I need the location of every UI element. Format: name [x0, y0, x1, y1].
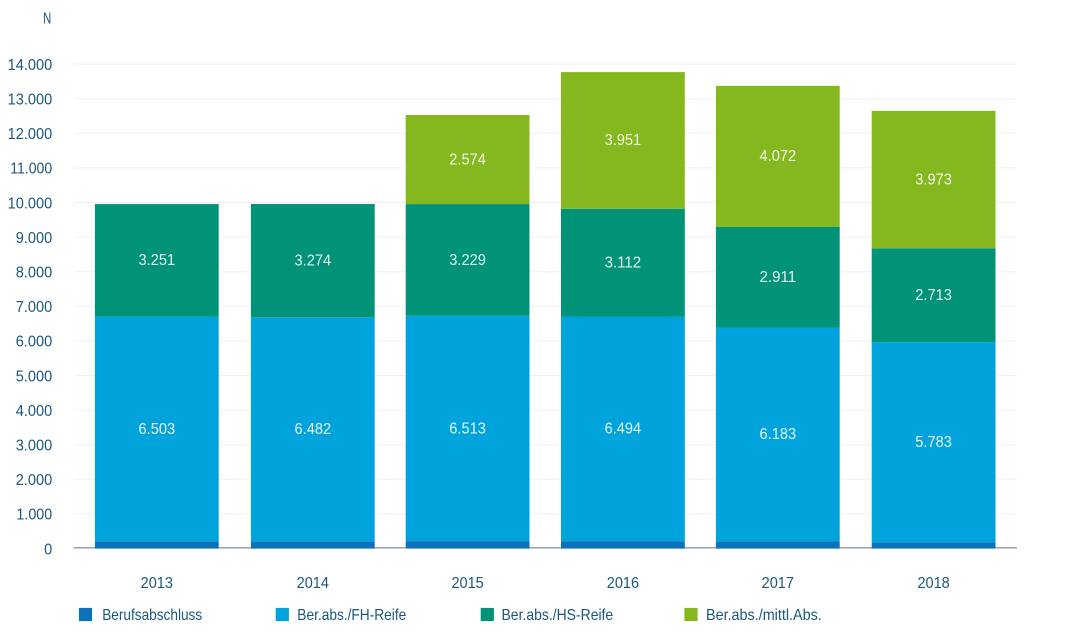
svg-text:5.000: 5.000: [16, 368, 53, 385]
svg-text:6.482: 6.482: [295, 421, 332, 438]
svg-text:3.973: 3.973: [915, 171, 952, 188]
svg-text:Ber.abs./mittl.Abs.: Ber.abs./mittl.Abs.: [706, 607, 822, 624]
svg-text:N: N: [43, 11, 51, 28]
svg-text:2017: 2017: [762, 575, 794, 592]
svg-text:3.251: 3.251: [139, 252, 176, 269]
svg-text:2.574: 2.574: [449, 151, 486, 168]
svg-text:0: 0: [44, 541, 52, 558]
svg-text:2018: 2018: [917, 575, 949, 592]
svg-text:3.274: 3.274: [295, 252, 332, 269]
svg-text:3.229: 3.229: [449, 252, 486, 269]
svg-text:3.112: 3.112: [605, 254, 642, 271]
svg-text:4.072: 4.072: [760, 148, 797, 165]
svg-text:5.783: 5.783: [915, 434, 952, 451]
svg-text:2.000: 2.000: [16, 472, 53, 489]
svg-text:10.000: 10.000: [8, 195, 53, 212]
svg-text:8.000: 8.000: [16, 265, 53, 282]
svg-text:6.503: 6.503: [139, 421, 176, 438]
svg-text:6.000: 6.000: [16, 334, 53, 351]
svg-text:6.183: 6.183: [760, 426, 797, 443]
svg-text:11.000: 11.000: [10, 161, 52, 178]
svg-text:2013: 2013: [141, 575, 173, 592]
svg-text:13.000: 13.000: [8, 92, 53, 109]
svg-text:Ber.abs./FH-Reife: Ber.abs./FH-Reife: [297, 607, 406, 624]
svg-text:6.494: 6.494: [605, 421, 642, 438]
svg-text:2015: 2015: [451, 575, 483, 592]
svg-text:9.000: 9.000: [16, 230, 53, 247]
svg-text:Ber.abs./HS-Reife: Ber.abs./HS-Reife: [502, 607, 614, 624]
svg-text:4.000: 4.000: [16, 403, 53, 420]
svg-text:Berufsabschluss: Berufsabschluss: [102, 607, 202, 624]
svg-text:2.911: 2.911: [760, 269, 797, 286]
svg-text:2014: 2014: [297, 575, 329, 592]
svg-text:6.513: 6.513: [449, 420, 486, 437]
svg-text:12.000: 12.000: [8, 126, 53, 143]
svg-text:3.951: 3.951: [605, 132, 642, 149]
svg-text:1.000: 1.000: [16, 507, 52, 524]
svg-text:2.713: 2.713: [915, 287, 952, 304]
svg-text:2016: 2016: [607, 575, 639, 592]
svg-text:7.000: 7.000: [16, 299, 53, 316]
svg-text:14.000: 14.000: [8, 57, 53, 74]
svg-text:3.000: 3.000: [16, 438, 53, 455]
